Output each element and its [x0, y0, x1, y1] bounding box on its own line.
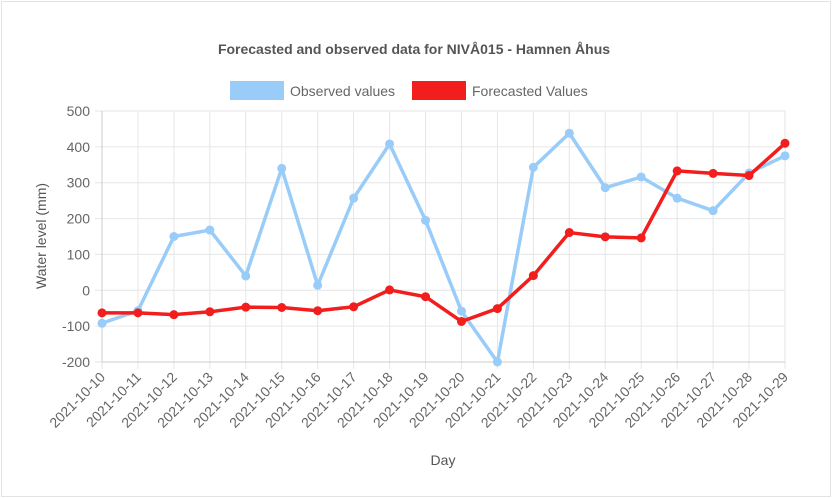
data-point-observed[interactable] — [241, 271, 251, 281]
data-point-observed[interactable] — [528, 162, 538, 172]
series-line-forecasted — [102, 141, 787, 324]
series-lines — [97, 128, 790, 367]
y-tick-label: 100 — [67, 246, 91, 262]
data-point-observed[interactable] — [564, 128, 574, 138]
y-tick-label: -200 — [62, 354, 90, 370]
data-point-observed[interactable] — [169, 232, 179, 241]
data-point-observed[interactable] — [385, 139, 395, 149]
data-point-forecasted[interactable] — [241, 302, 251, 312]
data-point-forecasted[interactable] — [421, 292, 431, 302]
y-tick-label: 0 — [82, 282, 90, 298]
data-point-forecasted[interactable] — [492, 304, 502, 314]
y-tick-label: -100 — [62, 318, 90, 334]
data-point-observed[interactable] — [708, 206, 718, 216]
y-tick-label: 400 — [67, 139, 91, 155]
data-point-observed[interactable] — [313, 280, 323, 290]
data-point-forecasted[interactable] — [169, 310, 179, 320]
y-tick-label: 200 — [67, 211, 91, 227]
y-axis-ticks: 500 400 300 200 100 0 -100 -200 — [62, 103, 90, 370]
data-point-forecasted[interactable] — [672, 166, 682, 176]
series-forecasted — [97, 138, 790, 326]
data-point-forecasted[interactable] — [744, 171, 754, 181]
data-point-forecasted[interactable] — [205, 307, 215, 317]
data-point-forecasted[interactable] — [97, 308, 107, 318]
x-axis-label: Day — [431, 452, 456, 468]
legend-item-observed[interactable]: Observed values — [230, 81, 395, 100]
data-point-forecasted[interactable] — [349, 302, 359, 312]
data-point-forecasted[interactable] — [708, 168, 718, 178]
data-point-forecasted[interactable] — [277, 302, 287, 312]
series-observed — [97, 128, 790, 367]
data-point-forecasted[interactable] — [456, 316, 466, 326]
data-point-forecasted[interactable] — [133, 308, 143, 318]
legend: Observed values Forecasted Values — [230, 81, 588, 100]
legend-swatch-forecasted — [412, 81, 466, 100]
data-point-observed[interactable] — [349, 193, 359, 203]
data-point-forecasted[interactable] — [528, 271, 538, 281]
data-point-observed[interactable] — [492, 357, 502, 367]
data-point-observed[interactable] — [780, 151, 790, 161]
data-point-forecasted[interactable] — [600, 232, 610, 242]
data-point-observed[interactable] — [672, 193, 682, 203]
legend-item-forecasted[interactable]: Forecasted Values — [412, 81, 588, 100]
y-axis-label: Water level (mm) — [33, 183, 49, 289]
data-point-observed[interactable] — [277, 163, 287, 173]
data-point-observed[interactable] — [97, 318, 107, 328]
data-point-forecasted[interactable] — [636, 233, 646, 243]
data-point-observed[interactable] — [421, 215, 431, 225]
legend-label-forecasted: Forecasted Values — [472, 83, 588, 99]
data-point-observed[interactable] — [205, 225, 215, 235]
data-point-forecasted[interactable] — [385, 285, 395, 295]
data-point-observed[interactable] — [456, 306, 466, 316]
data-point-forecasted[interactable] — [564, 228, 574, 238]
data-point-observed[interactable] — [636, 172, 646, 182]
legend-label-observed: Observed values — [290, 83, 395, 99]
data-point-forecasted[interactable] — [780, 138, 790, 148]
y-tick-label: 300 — [67, 175, 91, 191]
series-line-observed — [101, 131, 786, 364]
grid — [95, 110, 786, 369]
legend-swatch-observed — [230, 81, 284, 100]
y-tick-label: 500 — [67, 103, 91, 119]
chart-title: Forecasted and observed data for NIVÅ015… — [218, 41, 610, 57]
x-axis-ticks: 2021-10-102021-10-112021-10-122021-10-13… — [46, 369, 791, 431]
data-point-forecasted[interactable] — [313, 306, 323, 316]
data-point-observed[interactable] — [600, 183, 610, 193]
